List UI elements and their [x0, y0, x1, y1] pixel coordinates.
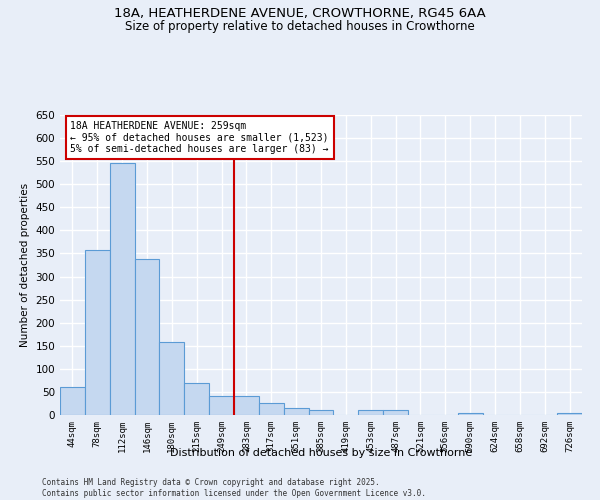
Bar	[134, 259, 160, 415]
Bar	[557, 412, 582, 415]
Bar	[308, 410, 334, 415]
Text: 18A HEATHERDENE AVENUE: 259sqm
← 95% of detached houses are smaller (1,523)
5% o: 18A HEATHERDENE AVENUE: 259sqm ← 95% of …	[70, 121, 329, 154]
Bar	[209, 396, 234, 415]
Bar	[110, 164, 134, 415]
Bar	[358, 410, 383, 415]
Bar	[383, 410, 408, 415]
Text: Contains HM Land Registry data © Crown copyright and database right 2025.
Contai: Contains HM Land Registry data © Crown c…	[42, 478, 426, 498]
Y-axis label: Number of detached properties: Number of detached properties	[20, 183, 30, 347]
Bar	[60, 388, 85, 415]
Text: 18A, HEATHERDENE AVENUE, CROWTHORNE, RG45 6AA: 18A, HEATHERDENE AVENUE, CROWTHORNE, RG4…	[114, 8, 486, 20]
Bar	[259, 404, 284, 415]
Bar	[85, 250, 110, 415]
Bar	[234, 396, 259, 415]
Bar	[284, 408, 308, 415]
Text: Distribution of detached houses by size in Crowthorne: Distribution of detached houses by size …	[170, 448, 472, 458]
Bar	[458, 412, 482, 415]
Bar	[184, 382, 209, 415]
Text: Size of property relative to detached houses in Crowthorne: Size of property relative to detached ho…	[125, 20, 475, 33]
Bar	[160, 342, 184, 415]
